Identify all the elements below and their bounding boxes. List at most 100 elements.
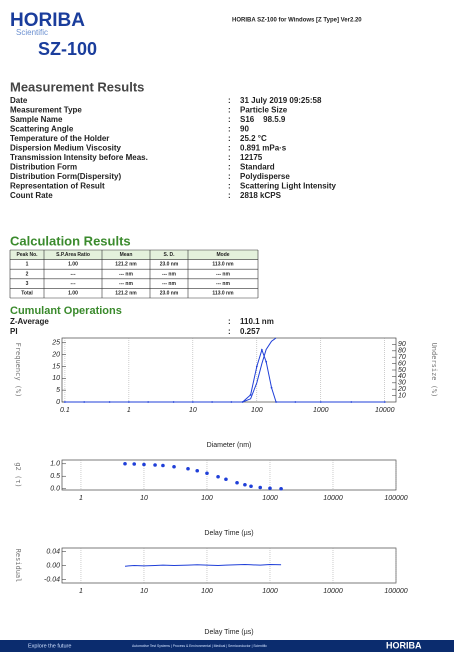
- field-value: S16 98.5.9: [240, 115, 286, 124]
- field-separator: :: [228, 163, 231, 172]
- data-point: [211, 401, 214, 403]
- series-line: [64, 348, 385, 403]
- field-separator: :: [228, 182, 231, 191]
- y-tick-label: 5: [56, 387, 60, 394]
- field-value: 110.1 nm: [240, 317, 274, 326]
- field-label: Scattering Angle: [10, 125, 74, 134]
- data-point: [270, 386, 273, 389]
- field-value: 90: [240, 125, 249, 134]
- tagline: Scientific: [16, 28, 48, 37]
- data-point: [186, 466, 190, 471]
- y-tick-label: 0.5: [50, 473, 60, 480]
- table-cell: ---: [71, 281, 76, 287]
- data-point: [224, 477, 228, 482]
- field-label: Distribution Form: [10, 163, 77, 172]
- field-value: 12175: [240, 153, 263, 162]
- data-point: [249, 484, 253, 489]
- data-point: [123, 461, 127, 466]
- table-header: Mode: [216, 252, 229, 258]
- data-point: [268, 486, 272, 491]
- field-label: Distribution Form(Dispersity): [10, 172, 121, 181]
- x-tick-label: 1000: [313, 407, 329, 414]
- table-cell: 121.2 nm: [115, 262, 137, 268]
- x-tick-label: 100: [251, 407, 263, 414]
- y-tick-label: 15: [52, 363, 60, 370]
- table-cell: 1.00: [68, 262, 78, 268]
- table-cell: 3: [26, 281, 29, 287]
- x-tick-label: 0.1: [60, 407, 70, 414]
- field-label: Temperature of the Holder: [10, 134, 109, 143]
- field-value: 0.257: [240, 327, 261, 336]
- table-cell: 2: [26, 271, 29, 277]
- data-point: [205, 471, 209, 476]
- software: HORIBA SZ-100 for Windows [Z Type] Ver2.…: [232, 18, 362, 24]
- field-separator: :: [228, 125, 231, 134]
- field-value: Scattering Light Intensity: [240, 182, 337, 191]
- table-cell: --- nm: [162, 271, 176, 277]
- field-value: Standard: [240, 163, 275, 172]
- data-point: [191, 401, 194, 403]
- table-cell: 1.00: [68, 291, 78, 297]
- x-tick-label: 100000: [384, 495, 407, 502]
- x-tick-label: 10000: [323, 495, 343, 502]
- data-point: [249, 393, 252, 396]
- y2-tick-label: 40: [398, 373, 406, 380]
- data-point: [142, 462, 146, 467]
- x-tick-label: 1: [79, 495, 83, 502]
- brand: HORIBA: [10, 10, 85, 31]
- y2-tick-label: 10: [398, 392, 406, 399]
- field-label: PI: [10, 327, 18, 336]
- field-value: 2818 kCPS: [240, 191, 282, 200]
- field-label: Transmission Intensity before Meas.: [10, 153, 148, 162]
- y-axis-label: g2 (τ): [14, 462, 22, 487]
- table-header: S.P.Area Ratio: [56, 252, 90, 258]
- data-point: [108, 401, 111, 403]
- x-tick-label: 100000: [384, 588, 407, 595]
- section-title: Cumulant Operations: [10, 305, 122, 317]
- field-separator: :: [228, 317, 231, 326]
- data-point: [235, 480, 239, 485]
- field-value: 31 July 2019 09:25:58: [240, 96, 322, 105]
- y-axis-label: Frequency (%): [14, 343, 22, 398]
- table-cell: Total: [21, 291, 33, 297]
- series-line: [124, 563, 282, 567]
- field-separator: :: [228, 106, 231, 115]
- data-point: [216, 474, 220, 479]
- table-header: Mean: [120, 252, 133, 258]
- data-point: [161, 463, 165, 468]
- x-tick-label: 100: [201, 495, 213, 502]
- table-header: S. D.: [163, 252, 175, 258]
- table-cell: --- nm: [216, 271, 230, 277]
- data-point: [350, 401, 353, 403]
- y-axis-label: Residual: [14, 549, 22, 583]
- footer-bar: [0, 640, 454, 652]
- y-tick-label: 0.04: [46, 548, 60, 555]
- data-point: [319, 401, 322, 403]
- field-value: 25.2 °C: [240, 134, 267, 143]
- x-tick-label: 10: [140, 495, 148, 502]
- data-point: [172, 401, 175, 403]
- table-cell: 23.0 nm: [160, 291, 179, 297]
- data-point: [127, 401, 130, 403]
- data-point: [64, 401, 66, 403]
- field-label: Count Rate: [10, 191, 53, 200]
- y2-axis-label: Undersize (%): [430, 343, 438, 398]
- x-axis-label: Diameter (nm): [207, 442, 252, 449]
- x-axis-label: Delay Time (µs): [204, 629, 253, 636]
- y2-tick-label: 90: [398, 341, 406, 348]
- table-cell: 113.0 nm: [212, 291, 234, 297]
- y2-tick-label: 50: [398, 367, 406, 374]
- product: SZ-100: [38, 39, 97, 59]
- data-point: [230, 401, 233, 403]
- table-header-bg: [10, 250, 258, 260]
- data-point: [275, 401, 277, 403]
- y-tick-label: 0.0: [50, 486, 60, 493]
- x-tick-label: 1000: [262, 495, 278, 502]
- footer-slogan: Explore the future: [28, 643, 71, 649]
- field-value: Particle Size: [240, 106, 288, 115]
- x-tick-label: 10000: [375, 407, 395, 414]
- field-separator: :: [228, 153, 231, 162]
- footer-divisions: Automotive Test Systems | Process & Envi…: [132, 644, 267, 648]
- field-value: Polydisperse: [240, 172, 290, 181]
